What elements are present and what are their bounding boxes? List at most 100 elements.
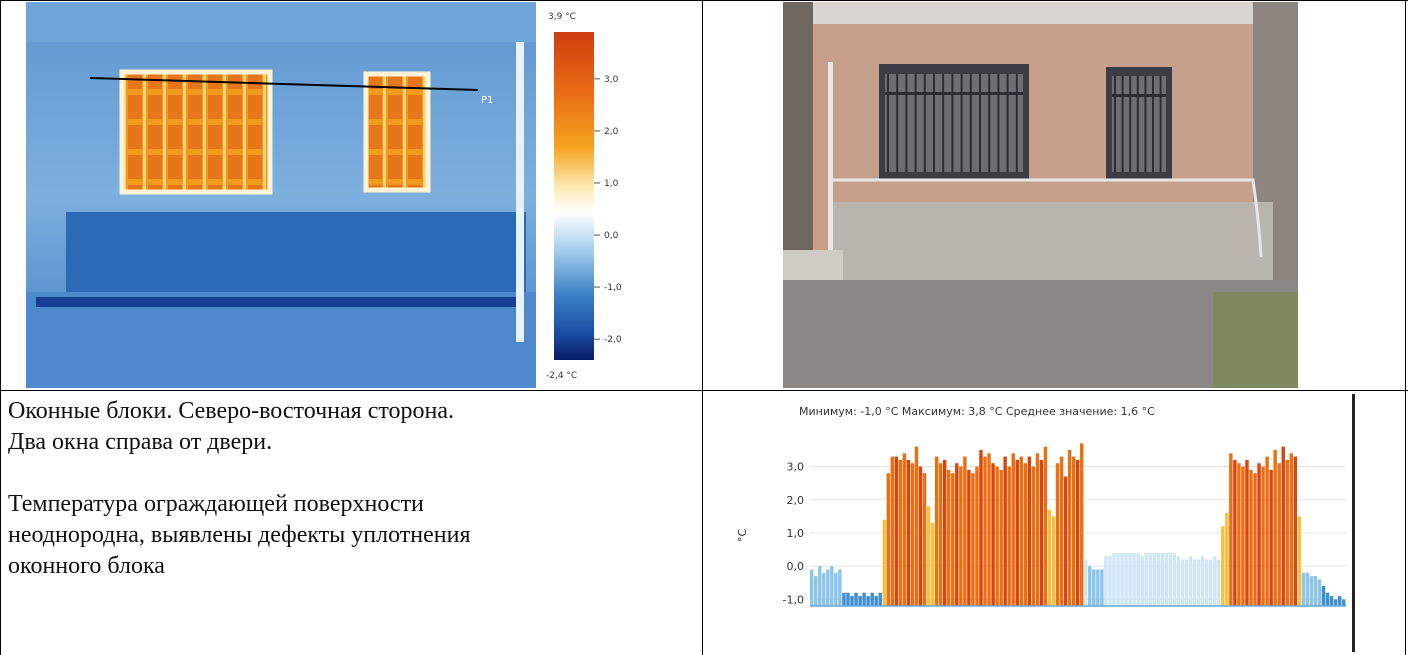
chart-bar [1200,556,1205,606]
chart-bar [890,456,895,606]
window-bar [923,74,926,172]
photo [783,2,1298,388]
chart-bar [1152,552,1156,606]
chart-bar [1047,509,1052,606]
chart-bar [1164,552,1169,606]
chart-bar [1075,459,1080,606]
chart-bar [947,469,951,606]
chart-bar [987,453,991,606]
profile-chart-svg: Минимум: -1,0 °C Максимум: 3,8 °C Средне… [736,394,1355,652]
window-bar [1015,74,1018,172]
chart-bar [1007,466,1011,606]
chart-bar [1180,559,1185,606]
chart-bar [1297,516,1302,606]
chart-bar [1241,466,1245,606]
chart-bar [1080,443,1084,606]
chart-bar [1213,556,1217,606]
chart-bar [1188,556,1193,606]
chart-bar [1249,469,1253,606]
window-crossbar [1112,94,1166,97]
chart-bar [995,466,999,606]
chart-bar [1309,576,1314,606]
photo-steps [783,250,843,280]
chart-bar [1011,453,1015,606]
chart-bar [1172,552,1177,606]
chart-y-tick-label: -1,0 [783,593,804,606]
window-bar [1144,76,1147,172]
chart-bar [1261,466,1265,606]
chart-bar [1088,566,1092,606]
caption-line-4: неоднородна, выявлены дефекты уплотнения [8,522,471,548]
chart-bar [886,473,891,606]
chart-bar [963,456,967,606]
chart-bar [1003,456,1007,606]
chart-bar [906,459,911,606]
chart-bar [1136,552,1140,606]
photo-svg [783,2,1298,388]
chart-bar [1225,513,1229,606]
table-border-top [0,0,1408,1]
temperature-color-scale [554,32,594,360]
chart-y-tick-label: 3,0 [787,461,805,474]
chart-bar [862,592,866,606]
thermal-image-svg: P1 3,9 °C -2,4 °C 3,0 2,0 1,0 0,0 -1,0 -2,0 [26,2,622,388]
table-border-middle [702,0,703,655]
chart-bar [1023,463,1028,606]
chart-bar [1196,559,1201,606]
chart-stats: Минимум: -1,0 °C Максимум: 3,8 °C Средне… [799,405,1155,418]
chart-bar [951,473,955,606]
chart-bar [1144,552,1148,606]
chart-bar [1059,456,1064,606]
scale-ticks: 3,0 2,0 1,0 0,0 -1,0 -2,0 [594,75,622,345]
chart-bar [991,463,995,606]
chart-bar [934,456,939,606]
chart-bar [1168,552,1173,606]
chart-bar [1104,556,1108,606]
chart-bar [1035,453,1040,606]
chart-bar [882,519,886,606]
chart-bar [1051,516,1056,606]
window-bar [914,74,917,172]
photo-canopy [783,2,1298,24]
chart-bar [1317,579,1322,606]
chart-bar [914,446,919,606]
chart-bar [1321,586,1326,606]
window-bar [905,74,908,172]
window-bar [1152,76,1154,172]
chart-bar [1043,446,1048,606]
chart-bar [1039,459,1044,606]
chart-bar [1019,456,1023,606]
chart-bar [834,572,838,606]
chart-bar [894,456,899,606]
chart-bar [1132,552,1136,606]
profile-line-label: P1 [481,95,493,106]
chart-y-tick-label: 0,0 [787,560,805,573]
chart-bar [1148,552,1152,606]
caption-line-5: оконного блока [8,553,165,579]
thermal-plinth [66,212,526,292]
chart-bar [971,473,975,606]
chart-bar [1221,526,1225,606]
chart-bar [842,592,846,606]
chart-bar [926,506,931,606]
photo-drainpipe [828,62,833,292]
thermal-cold-strip [36,297,516,307]
chart-bar [1333,599,1338,606]
chart-bar [826,569,830,606]
window-bars-right [1112,76,1166,172]
chart-bar [846,592,850,606]
window-bar [997,74,1000,172]
chart-bar [822,572,826,606]
chart-bar [1027,456,1032,606]
chart-bar [1120,552,1124,606]
chart-bar [902,453,907,606]
chart-y-ticks: 3,0 2,0 1,0 0,0 -1,0 [783,461,804,607]
chart-bar [1128,552,1132,606]
chart-bar [1281,446,1285,606]
thermal-image: P1 3,9 °C -2,4 °C 3,0 2,0 1,0 0,0 -1,0 -2,0 [26,2,688,388]
chart-bar [1208,559,1213,606]
chart-bar [1329,596,1334,606]
chart-bar [1277,463,1281,606]
chart-bar [1265,456,1269,606]
chart-bar [1176,556,1181,606]
